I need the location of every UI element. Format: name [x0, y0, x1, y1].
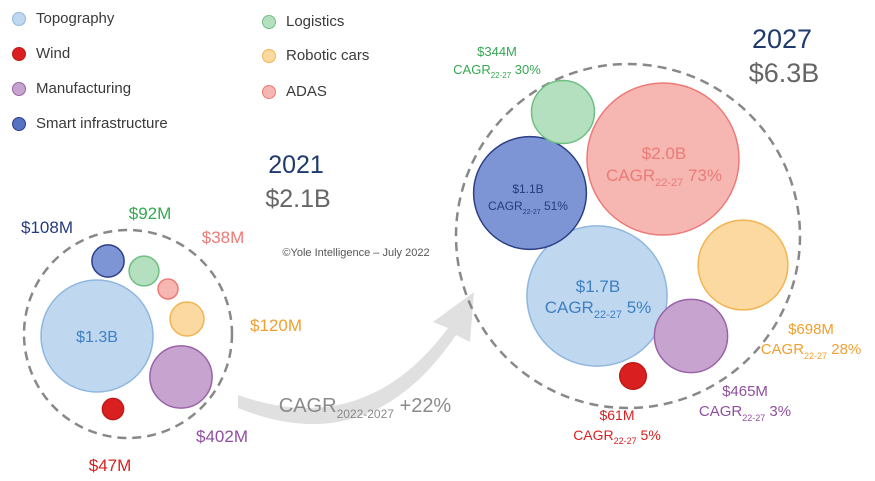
- y2021-value-label-wind: $47M: [89, 456, 132, 475]
- market-2021-outline: [22, 228, 234, 440]
- y2027-cagr-label-robotic-cars: CAGR22-27 28%: [761, 341, 862, 361]
- y2021-bubble-logistics: [128, 255, 160, 287]
- legend-item-topography: Topography: [12, 10, 114, 27]
- legend-swatch: [12, 11, 26, 26]
- year-2027-title: 2027: [752, 24, 812, 54]
- legend-item-adas: ADAS: [262, 83, 327, 100]
- y2027-cagr-label-manufacturing: CAGR22-27 3%: [699, 403, 791, 423]
- y2027-bubble-wind: [618, 361, 648, 391]
- y2027-cagr-label-smart-infrastructure: CAGR22-27 51%: [488, 199, 568, 216]
- y2027-value-label-smart-infrastructure: $1.1B: [512, 182, 543, 196]
- y2027-value-label-adas: $2.0B: [642, 144, 686, 163]
- legend-item-logistics: Logistics: [262, 13, 344, 30]
- legend-label: Logistics: [286, 13, 345, 30]
- legend-label: Manufacturing: [36, 80, 132, 97]
- legend-label: Wind: [36, 45, 71, 62]
- legend-item-wind: Wind: [12, 45, 70, 62]
- legend-label: Topography: [36, 10, 115, 27]
- y2027-bubble-manufacturing: [653, 298, 729, 374]
- y2021-bubble-wind: [101, 397, 125, 421]
- y2021-bubble-topography: [40, 279, 154, 393]
- y2021-value-label-manufacturing: $402M: [196, 427, 248, 446]
- year-2027-total: $6.3B: [749, 58, 820, 88]
- y2021-bubble-smart-infrastructure: [91, 244, 125, 278]
- y2027-bubble-adas: [586, 82, 740, 236]
- legend-label: Robotic cars: [286, 47, 370, 64]
- legend-label: Smart infrastructure: [36, 115, 168, 132]
- growth-arrow: [238, 292, 474, 425]
- y2021-value-label-topography: $1.3B: [76, 329, 118, 346]
- y2027-value-label-topography: $1.7B: [576, 277, 620, 296]
- legend-swatch: [12, 116, 26, 131]
- market-2027-outline: [454, 62, 802, 410]
- y2027-bubble-topography: [526, 225, 668, 367]
- y2021-bubble-robotic-cars: [169, 301, 205, 337]
- y2027-value-label-manufacturing: $465M: [722, 383, 768, 400]
- y2027-cagr-label-adas: CAGR22-27 73%: [606, 166, 722, 189]
- y2027-value-label-logistics: $344M: [477, 44, 517, 59]
- y2021-value-label-logistics: $92M: [129, 204, 172, 223]
- legend-item-robotic-cars: Robotic cars: [262, 47, 369, 64]
- y2021-value-label-adas: $38M: [202, 228, 245, 247]
- y2027-cagr-label-wind: CAGR22-27 5%: [573, 427, 661, 446]
- y2027-cagr-label-topography: CAGR22-27 5%: [545, 298, 652, 321]
- year-2021-total: $2.1B: [265, 185, 330, 213]
- legend-swatch: [12, 46, 26, 61]
- legend-swatch: [262, 14, 276, 29]
- y2021-value-label-robotic-cars: $120M: [250, 316, 302, 335]
- year-2021-title: 2021: [268, 151, 324, 179]
- legend-swatch: [262, 84, 276, 99]
- y2027-bubble-robotic-cars: [697, 219, 789, 311]
- legend-item-manufacturing: Manufacturing: [12, 80, 131, 97]
- y2021-bubble-adas: [157, 278, 179, 300]
- y2027-value-label-robotic-cars: $698M: [788, 321, 834, 338]
- y2027-cagr-label-logistics: CAGR22-27 30%: [453, 62, 541, 80]
- legend-label: ADAS: [286, 83, 327, 100]
- source-label: ©Yole Intelligence – July 2022: [282, 247, 429, 259]
- y2027-value-label-wind: $61M: [599, 407, 634, 423]
- y2021-value-label-smart-infrastructure: $108M: [21, 218, 73, 237]
- y2027-bubble-logistics: [530, 79, 596, 145]
- legend-swatch: [12, 81, 26, 96]
- legend-item-smart-infrastructure: Smart infrastructure: [12, 115, 168, 132]
- overall-growth-cagr: CAGR2022-2027 +22%: [279, 395, 452, 421]
- legend-swatch: [262, 48, 276, 63]
- y2021-bubble-manufacturing: [149, 345, 213, 409]
- y2027-bubble-smart-infrastructure: [472, 135, 588, 251]
